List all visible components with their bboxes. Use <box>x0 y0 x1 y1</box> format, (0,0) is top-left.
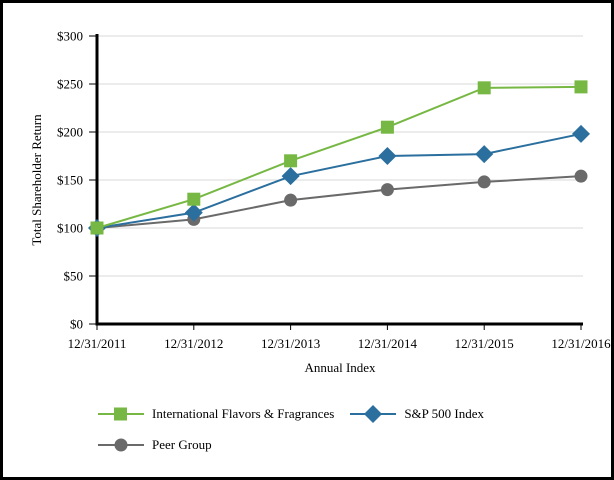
axis-tick-labels: $0 $50 $100 $150 $200 $250 $300 12/31/2011 12/31… <box>57 29 611 352</box>
legend-entry-peer-group: Peer Group <box>98 434 212 456</box>
legend-row-2: Peer Group <box>98 434 611 456</box>
data-point-square <box>477 81 491 95</box>
legend-circle <box>114 438 128 452</box>
gray-circle-series-icon <box>98 438 144 452</box>
data-point-circle <box>574 169 588 183</box>
y-tick-label: $50 <box>64 269 84 284</box>
y-tick-label: $250 <box>57 77 83 92</box>
legend-label-peer-group: Peer Group <box>152 437 212 452</box>
y-tick-label: $100 <box>57 221 83 236</box>
data-point-square <box>574 80 588 94</box>
y-tick-label: $150 <box>57 173 83 188</box>
series-line <box>96 132 582 229</box>
legend-label-iff: International Flavors & Fragrances <box>152 406 335 421</box>
data-point-circle <box>477 175 491 189</box>
y-tick-label: $300 <box>57 29 83 44</box>
legend-square <box>114 407 127 421</box>
series-2 <box>90 169 588 235</box>
x-tick-label: 12/31/2011 <box>68 336 127 351</box>
legend-entry-iff: International Flavors & Fragrances <box>98 403 334 425</box>
x-tick-label: 12/31/2014 <box>358 336 418 351</box>
y-axis-title: Total Shareholder Return <box>29 114 44 246</box>
x-axis-title: Annual Index <box>304 360 376 375</box>
legend-entry-sp500: S&P 500 Index <box>350 403 484 425</box>
x-tick-label: 12/31/2013 <box>261 336 320 351</box>
series-line <box>96 85 582 229</box>
data-point-diamond <box>572 124 590 143</box>
legend: International Flavors & Fragrances S&P 5… <box>98 403 611 456</box>
y-tick-label: $0 <box>70 317 83 332</box>
axis-ticks <box>89 35 582 330</box>
legend-diamond <box>364 405 383 423</box>
total-shareholder-return-chart: Total Shareholder Return Annual Index $0… <box>29 29 611 376</box>
data-point-square <box>380 120 394 134</box>
y-tick-label: $200 <box>57 125 83 140</box>
data-point-square <box>284 154 298 168</box>
legend-label-sp500: S&P 500 Index <box>404 406 485 421</box>
x-tick-label: 12/31/2012 <box>164 336 223 351</box>
gridlines <box>97 35 583 325</box>
series-line <box>96 175 582 229</box>
data-point-square <box>90 221 104 235</box>
x-tick-label: 12/31/2016 <box>551 336 611 351</box>
data-point-diamond <box>281 167 300 186</box>
blue-diamond-series-icon <box>350 405 397 423</box>
data-point-circle <box>380 183 394 197</box>
legend-row-1: International Flavors & Fragrances S&P 5… <box>98 403 611 425</box>
data-point-circle <box>284 193 298 207</box>
x-tick-label: 12/31/2015 <box>455 336 514 351</box>
data-point-diamond <box>184 203 203 222</box>
series-0 <box>90 80 588 235</box>
data-point-diamond <box>475 145 494 164</box>
data-point-diamond <box>378 147 397 165</box>
green-square-series-icon <box>98 407 144 421</box>
data-point-square <box>187 192 201 206</box>
